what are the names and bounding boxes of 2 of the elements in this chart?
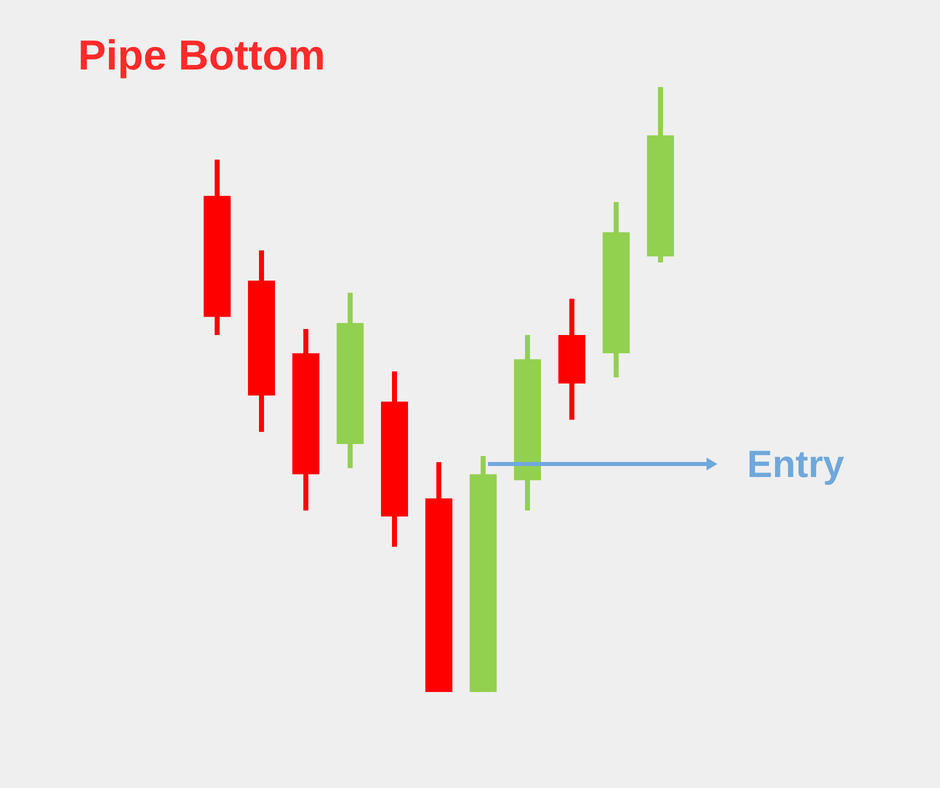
text: Entry [747,444,844,486]
chart-title: Pipe Bottom [78,32,326,78]
